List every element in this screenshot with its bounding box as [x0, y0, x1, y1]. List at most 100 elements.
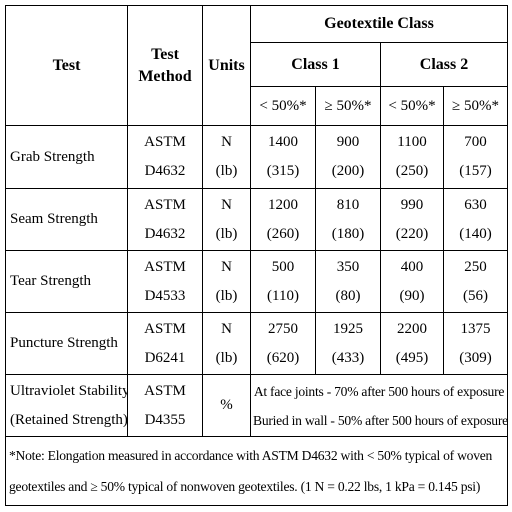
cell-text: (495) — [395, 349, 429, 366]
header-elongation: < 50%* — [250, 86, 316, 126]
cell-text: ≥ 50%* — [452, 97, 499, 114]
cell-text: 810 — [336, 196, 360, 213]
cell-text: N — [221, 134, 232, 150]
cell-text: Test — [151, 45, 179, 63]
test-name: Ultraviolet Stability (Retained Strength) — [5, 374, 128, 437]
cell-text: 1100 — [397, 134, 427, 150]
header-class: Class 1 — [250, 42, 381, 87]
value-cell: 1200 (260) — [250, 188, 316, 251]
value-cell: 1100 (250) — [380, 125, 444, 189]
uv-notes: At face joints - 70% after 500 hours of … — [250, 374, 508, 437]
test-name: Seam Strength — [5, 188, 128, 251]
cell-text: Units — [208, 56, 245, 74]
cell-text: (80) — [335, 287, 361, 304]
cell-text: Seam Strength — [10, 211, 98, 227]
value-cell: 810 (180) — [315, 188, 381, 251]
cell-text: D6241 — [144, 349, 186, 366]
cell-text: ASTM — [144, 382, 186, 399]
test-name: Tear Strength — [5, 250, 128, 313]
header-method: Test Method — [127, 5, 203, 126]
cell-text: (lb) — [215, 163, 238, 179]
table-row: Test Test Method Units Geotextile Class — [5, 5, 508, 126]
cell-text: (140) — [459, 225, 492, 242]
table-row: < 50%* ≥ 50%* < 50%* ≥ 50%* — [6, 86, 508, 126]
value-cell: 700 (157) — [443, 125, 508, 189]
cell-text: D4533 — [144, 287, 186, 304]
value-cell: 400 (90) — [380, 250, 444, 313]
value-cell: 1400 (315) — [250, 125, 316, 189]
table-row: *Note: Elongation measured in accordance… — [5, 436, 508, 506]
cell-text: (180) — [331, 225, 365, 242]
cell-text: (lb) — [215, 349, 238, 366]
test-name: Puncture Strength — [5, 312, 128, 375]
units: % — [202, 374, 251, 437]
cell-text: 500 — [271, 258, 295, 275]
value-cell: 900 (200) — [315, 125, 381, 189]
cell-text: ASTM — [144, 320, 186, 337]
cell-text: ASTM — [144, 134, 186, 150]
cell-text: Test — [52, 56, 81, 74]
cell-text: ASTM — [144, 258, 186, 275]
cell-text: (315) — [266, 163, 300, 179]
test-name: Grab Strength — [5, 125, 128, 189]
test-method: ASTM D4632 — [127, 125, 203, 189]
cell-text: (110) — [267, 287, 299, 304]
cell-text: < 50%* — [388, 97, 436, 114]
cell-text: (200) — [331, 163, 365, 179]
cell-text: Ultraviolet Stability — [10, 382, 128, 399]
cell-text: < 50%* — [259, 97, 307, 114]
footnote: *Note: Elongation measured in accordance… — [5, 436, 508, 506]
cell-text: Method — [138, 67, 192, 85]
header-units: Units — [202, 5, 251, 126]
units: N (lb) — [202, 125, 251, 189]
value-cell: 990 (220) — [380, 188, 444, 251]
cell-text: Class 1 — [291, 55, 340, 73]
cell-text: 2750 — [268, 320, 298, 337]
cell-text: Buried in wall - 50% after 500 hours of … — [253, 412, 508, 428]
cell-text: (lb) — [215, 225, 238, 242]
table-row: Puncture Strength ASTM D6241 N (lb) 2750 (620)… — [5, 312, 508, 375]
header-elongation: ≥ 50%* — [443, 86, 508, 126]
table-row: Grab Strength ASTM D4632 N (lb) 1400 (315) 900 (… — [5, 125, 508, 189]
units: N (lb) — [202, 188, 251, 251]
test-method: ASTM D6241 — [127, 312, 203, 375]
cell-text: 700 — [464, 134, 487, 150]
table-row: Seam Strength ASTM D4632 N (lb) 1200 (260) 810 (… — [5, 188, 508, 251]
header-test: Test — [5, 5, 128, 126]
cell-text: 900 — [336, 134, 360, 150]
cell-text: (250) — [395, 163, 429, 179]
cell-text: 2200 — [397, 320, 427, 337]
cell-text: 1200 — [268, 196, 298, 213]
cell-text: (56) — [463, 287, 488, 304]
cell-text: Class 2 — [419, 55, 469, 73]
cell-text: (309) — [459, 349, 492, 366]
cell-text: 630 — [464, 196, 487, 213]
value-cell: 1925 (433) — [315, 312, 381, 375]
header-elongation: < 50%* — [380, 86, 444, 126]
cell-text: Grab Strength — [10, 148, 95, 165]
table-row: Tear Strength ASTM D4533 N (lb) 500 (110) 350 (8… — [5, 250, 508, 313]
units: N (lb) — [202, 250, 251, 313]
cell-text: (260) — [266, 225, 300, 242]
test-method: ASTM D4355 — [127, 374, 203, 437]
cell-text: (220) — [395, 225, 429, 242]
cell-text: *Note: Elongation measured in accordance… — [9, 448, 493, 463]
units: N (lb) — [202, 312, 251, 375]
header-class-group: Geotextile Class — [250, 5, 508, 43]
cell-text: D4632 — [144, 225, 186, 242]
cell-text: N — [221, 258, 232, 275]
cell-text: (620) — [266, 349, 300, 366]
cell-text: 250 — [464, 258, 487, 275]
value-cell: 2200 (495) — [380, 312, 444, 375]
cell-text: N — [221, 196, 232, 213]
cell-text: (90) — [399, 287, 425, 304]
cell-text: Puncture Strength — [10, 335, 118, 351]
header-elongation: ≥ 50%* — [315, 86, 381, 126]
table-container: Test Test Method Units Geotextile Class Class… — [5, 5, 508, 506]
cell-text: D4632 — [144, 163, 186, 179]
cell-text: Tear Strength — [10, 273, 92, 289]
header-class: Class 2 — [380, 42, 508, 87]
cell-text: ≥ 50%* — [324, 97, 372, 114]
cell-text: 1925 — [333, 320, 363, 337]
cell-text: At face joints - 70% after 500 hours of … — [253, 383, 505, 399]
